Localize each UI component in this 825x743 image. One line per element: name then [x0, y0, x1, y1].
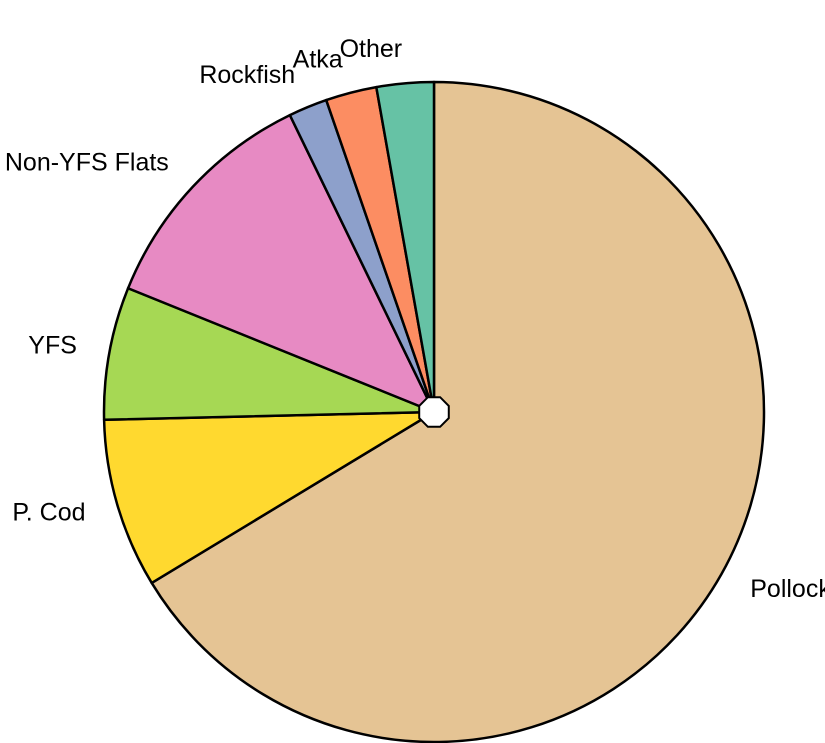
pie-slice	[102, 410, 436, 585]
slice-label: YFS	[28, 331, 77, 359]
pie-slice	[126, 113, 436, 414]
slice-label: P. Cod	[12, 498, 85, 526]
pie-slice	[150, 80, 766, 743]
center-hole	[418, 396, 450, 428]
slice-label: Atka	[293, 45, 343, 73]
pie-slice	[102, 286, 436, 422]
slice-label: Pollock	[750, 575, 825, 603]
pie-slice	[375, 80, 436, 414]
slice-label: Other	[340, 35, 403, 63]
slice-label: Non-YFS Flats	[5, 149, 169, 177]
slice-label: Rockfish	[199, 61, 295, 89]
